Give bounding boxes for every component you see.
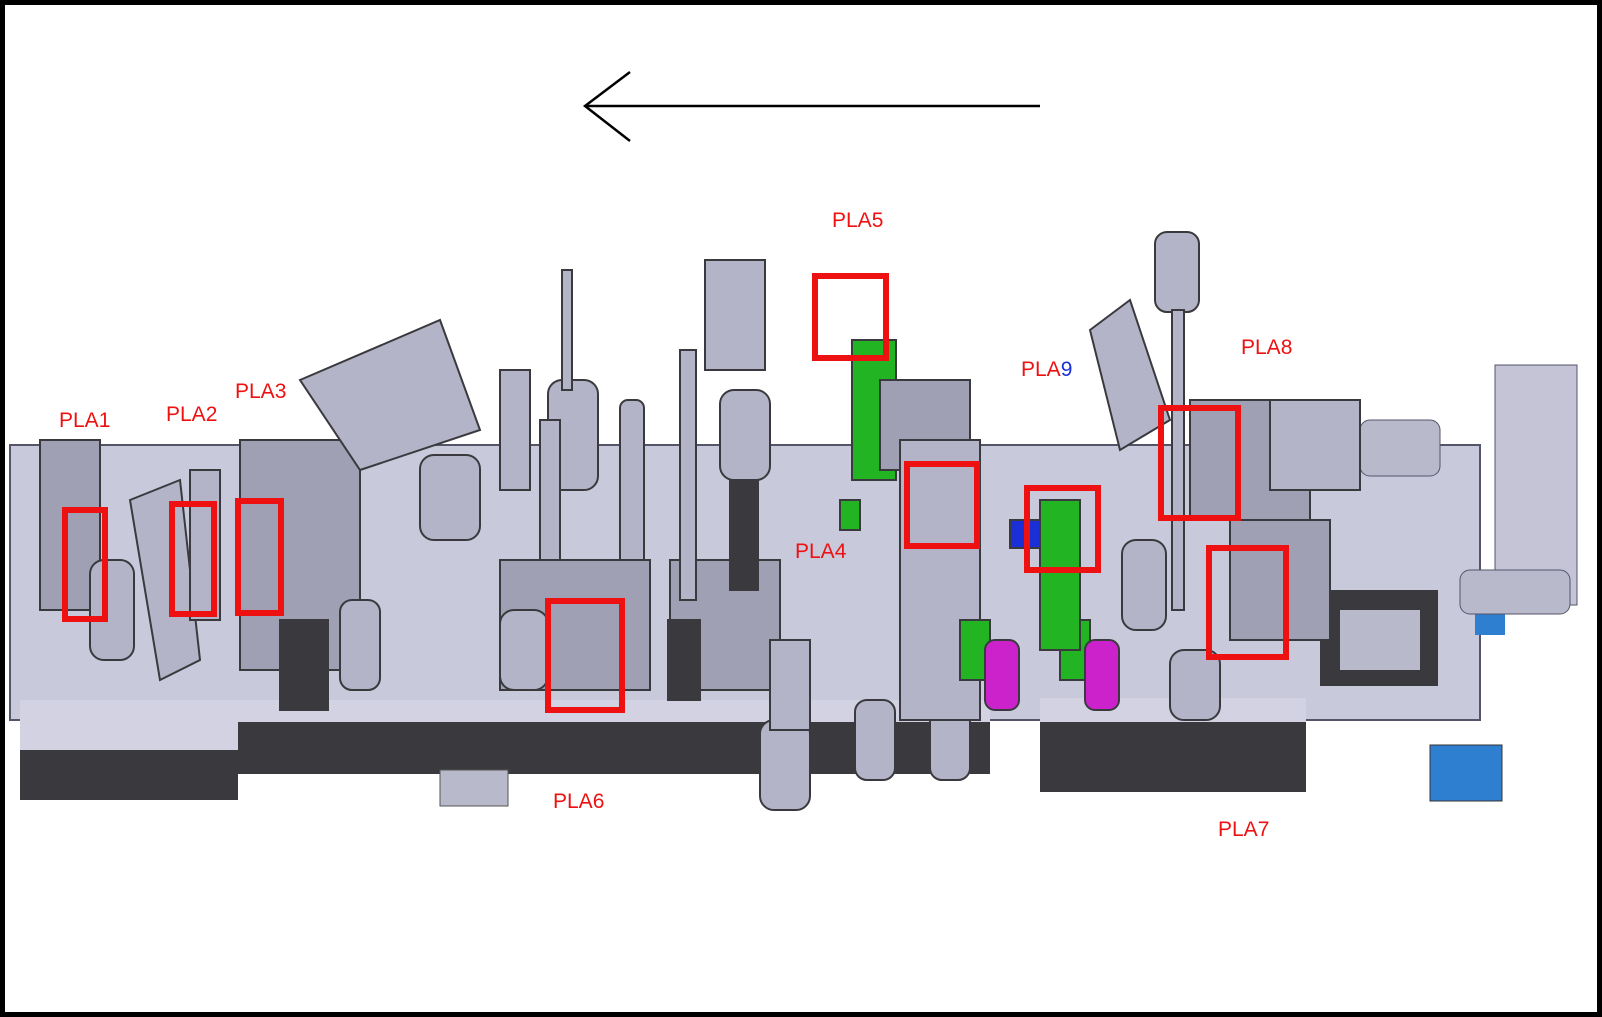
label-pla3: PLA3 — [235, 380, 287, 403]
label-pla9: PLA9 — [1021, 359, 1072, 380]
machine-components — [39, 231, 1361, 811]
highlight-box-pla9 — [1024, 485, 1101, 573]
highlight-box-pla3 — [235, 498, 284, 616]
highlight-box-pla4 — [904, 461, 980, 549]
label-pla9-number: 9 — [1060, 358, 1073, 381]
label-pla7: PLA7 — [1218, 818, 1270, 841]
highlight-boxes — [62, 273, 1289, 713]
label-pla5: PLA5 — [832, 209, 884, 232]
highlight-box-pla7 — [1206, 545, 1289, 660]
highlight-box-pla5 — [812, 273, 889, 361]
label-pla1: PLA1 — [59, 409, 111, 432]
highlight-box-pla2 — [169, 501, 217, 617]
label-pla8: PLA8 — [1241, 336, 1293, 359]
label-pla9-prefix: PLA — [1021, 358, 1061, 381]
highlight-box-pla6 — [545, 598, 625, 713]
highlight-box-pla8 — [1158, 405, 1241, 521]
flow-direction-arrow — [582, 71, 1040, 142]
label-pla4: PLA4 — [795, 540, 847, 563]
label-pla2: PLA2 — [166, 403, 218, 426]
label-pla6: PLA6 — [553, 790, 605, 813]
highlight-box-pla1 — [62, 507, 108, 622]
